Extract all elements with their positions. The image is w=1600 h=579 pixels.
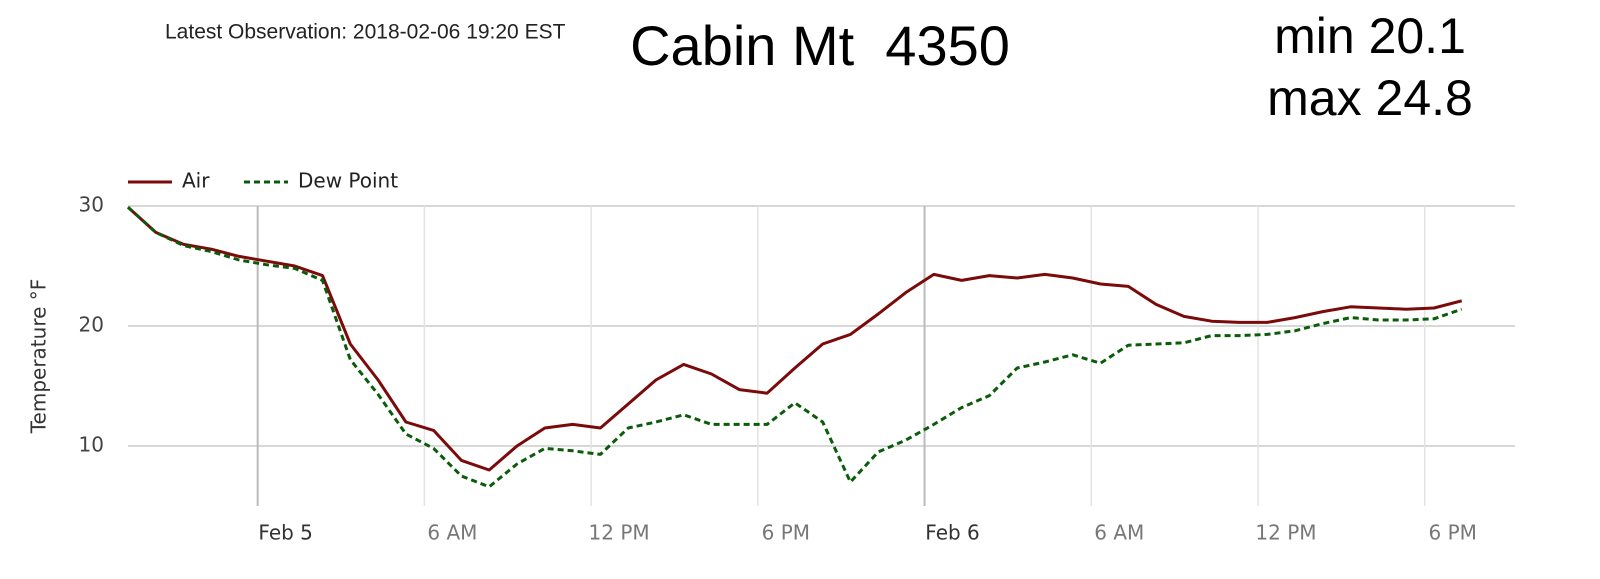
min-value: min 20.1 <box>1274 8 1466 64</box>
x-tick-label: 6 PM <box>762 521 810 545</box>
x-tick-label: 6 AM <box>427 521 477 545</box>
x-tick-label: 6 PM <box>1428 521 1476 545</box>
x-tick-label: Feb 5 <box>258 521 313 545</box>
y-tick-label: 10 <box>79 433 104 457</box>
x-tick-label: Feb 6 <box>925 521 980 545</box>
y-tick-label: 30 <box>79 193 104 217</box>
y-axis-label: Temperature °F <box>27 279 51 435</box>
max-value: max 24.8 <box>1267 70 1473 126</box>
y-tick-label: 20 <box>79 313 104 337</box>
latest-observation: Latest Observation: 2018-02-06 19:20 EST <box>165 21 566 44</box>
legend-label: Air <box>182 169 210 193</box>
series-line <box>126 206 1463 472</box>
series-line <box>126 206 1463 489</box>
x-tick-label: 12 PM <box>1255 521 1316 545</box>
x-tick-label: 6 AM <box>1094 521 1144 545</box>
station-title: Cabin Mt 4350 <box>630 14 1010 77</box>
x-tick-label: 12 PM <box>589 521 650 545</box>
legend-label: Dew Point <box>298 169 398 193</box>
